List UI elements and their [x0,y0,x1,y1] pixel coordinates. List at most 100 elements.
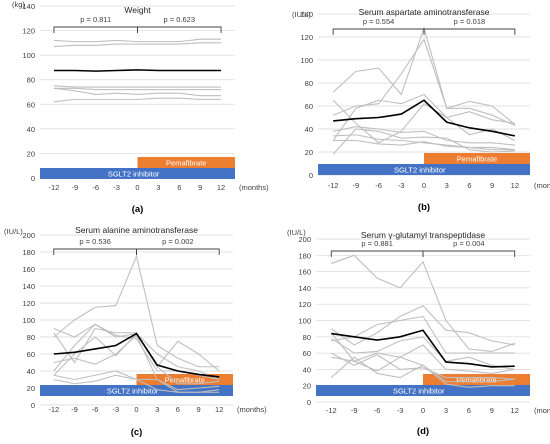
patient-line-3 [332,93,515,141]
y-tick-label: 0 [31,174,35,183]
y-tick-label: 0 [31,401,35,410]
x-tick-label: 0 [135,183,139,192]
pemafibrate-label: Pemafibrate [166,159,206,168]
x-tick-label: -9 [71,183,78,192]
y-tick-label: 40 [303,365,311,374]
x-tick-label: -12 [49,183,60,192]
panel-label: (d) [417,426,429,437]
y-unit-label: (IU/L) [292,10,311,19]
patient-line-8 [53,334,220,391]
x-tick-label: -9 [351,406,358,415]
y-tick-label: 20 [305,148,313,157]
bracket-after [422,250,516,257]
patient-line-2 [53,323,220,372]
pemafibrate-band [136,374,233,385]
p-value-before: p = 0.881 [361,239,393,248]
y-tick-label: 100 [22,316,35,325]
x-tick-label: -12 [326,406,337,415]
y-tick-label: 160 [22,265,35,274]
patient-line-3 [331,315,515,354]
x-unit-label: (months) [237,405,267,414]
y-tick-label: 60 [27,350,35,359]
patient-line-2 [332,38,516,125]
y-tick-label: 100 [300,56,313,65]
x-tick-label: 12 [511,406,519,415]
mean-line [333,99,516,137]
bracket-before [332,28,425,35]
x-tick-label: 3 [156,183,160,192]
chart-title: Weight [124,5,151,15]
mean-line [53,332,220,378]
y-tick-label: 80 [27,333,35,342]
x-tick-label: -12 [328,181,339,190]
bracket-after [136,248,220,255]
x-tick-label: -6 [374,406,381,415]
bracket-before [330,250,424,257]
y-unit-label: (IU/L) [4,227,23,236]
x-tick-label: 0 [422,181,426,190]
chart-title: Serum aspartate aminotransferase [359,7,490,17]
patient-line-8 [332,128,515,155]
x-tick-label: 9 [198,183,202,192]
x-tick-label: -3 [113,183,120,192]
x-unit-label: (months) [534,181,550,190]
y-tick-label: 60 [303,349,311,358]
x-tick-label: 6 [176,405,180,414]
x-tick-label: 9 [490,181,494,190]
y-tick-label: 200 [22,231,35,240]
panel-label: (a) [132,204,144,215]
y-tick-label: 100 [22,51,35,60]
patient-line-6 [53,97,222,103]
x-tick-label: -9 [71,405,78,414]
x-tick-label: 6 [177,183,181,192]
patient-line-8 [330,332,515,388]
x-tick-label: 6 [467,406,471,415]
x-tick-label: 6 [467,181,471,190]
x-tick-label: 3 [445,181,449,190]
x-tick-label: -9 [353,181,360,190]
sglt2-inhibitor-band [40,168,235,179]
sglt2-inhibitor-band [318,164,530,175]
patient-line-5 [331,344,515,375]
sglt2-inhibitor-band [316,385,530,396]
y-tick-label: 60 [27,100,35,109]
x-tick-label: 9 [196,405,200,414]
x-tick-label: 9 [490,406,494,415]
p-value-after: p = 0.018 [454,17,486,26]
y-unit-label: (IU/L) [287,228,306,237]
y-unit-label: (kg) [12,0,25,9]
y-tick-label: 20 [303,382,311,391]
x-unit-label: (months) [534,406,550,415]
chart-title: Serum alanine aminotransferase [75,225,198,235]
panel-label: (c) [131,427,143,438]
pemafibrate-band [423,374,530,385]
patient-line-7 [333,139,515,151]
pemafibrate-band [137,157,235,168]
mean-line [53,69,222,72]
sglt2-inhibitor-band [40,385,233,396]
patient-line-7 [53,374,220,393]
x-tick-label: 0 [134,405,138,414]
sglt2-inhibitor-label: SGLT2 inhibitor [394,166,446,175]
patient-line-1 [53,38,222,43]
patient-line-6 [331,352,515,380]
y-tick-label: 120 [22,27,35,36]
bracket-after [137,26,222,33]
x-tick-label: 0 [421,406,425,415]
y-tick-label: 180 [298,251,311,260]
patient-line-1 [332,25,516,127]
patient-line-2 [330,305,515,346]
patient-line-3 [53,85,222,88]
x-tick-label: 3 [444,406,448,415]
patient-line-1 [53,254,220,368]
mean-line [331,329,515,368]
y-tick-label: 60 [305,102,313,111]
pemafibrate-label: Pemafibrate [456,376,496,385]
y-tick-label: 80 [305,79,313,88]
patient-line-6 [333,134,515,151]
y-tick-label: 120 [22,299,35,308]
sglt2-inhibitor-label: SGLT2 inhibitor [107,387,159,396]
